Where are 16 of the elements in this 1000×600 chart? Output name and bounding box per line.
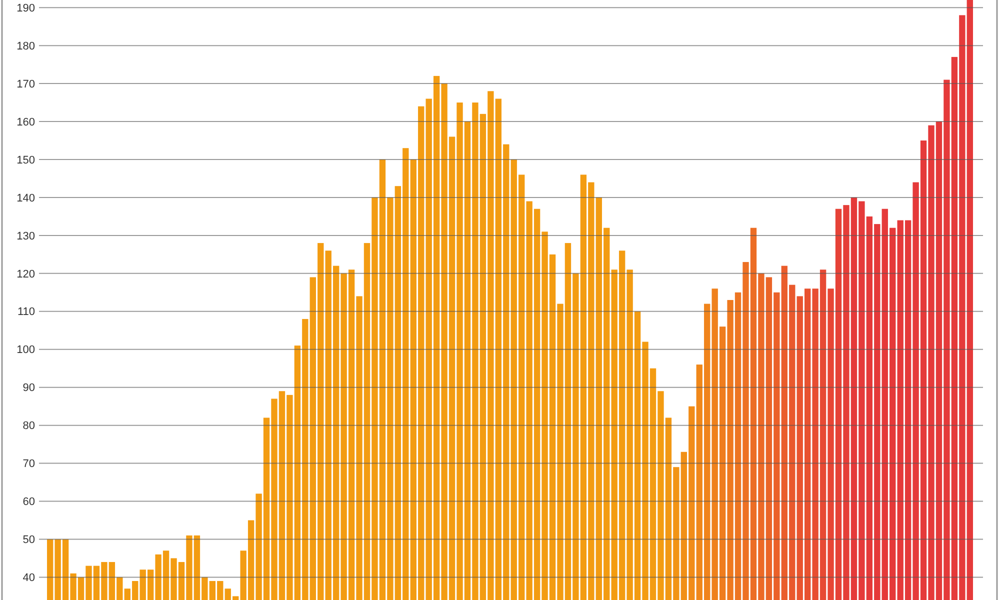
y-tick-label: 140 — [16, 192, 35, 204]
y-tick-label: 110 — [17, 306, 35, 318]
y-tick-label: 170 — [16, 78, 35, 90]
y-tick-label: 80 — [22, 420, 35, 432]
y-tick-label: 130 — [16, 230, 35, 242]
y-tick-label: 150 — [16, 154, 35, 166]
y-tick-label: 160 — [16, 116, 35, 128]
y-tick-label: 50 — [22, 534, 35, 546]
y-tick-label: 120 — [16, 268, 35, 280]
y-tick-label: 40 — [22, 572, 35, 584]
y-tick-label: 90 — [22, 382, 35, 394]
y-tick-label: 70 — [22, 458, 35, 470]
y-tick-label: 100 — [16, 344, 35, 356]
y-tick-label: 180 — [16, 40, 35, 52]
y-tick-label: 190 — [16, 2, 35, 14]
y-tick-label: 60 — [22, 496, 35, 508]
